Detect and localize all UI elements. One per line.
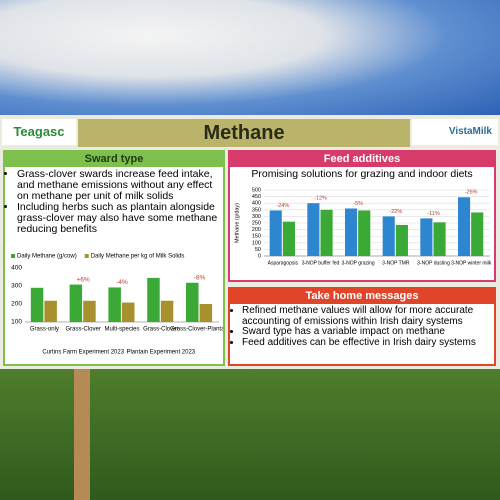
bar xyxy=(471,212,484,256)
annotation: -24% xyxy=(276,203,289,209)
bar xyxy=(122,302,135,322)
bar xyxy=(44,300,57,322)
y-tick-label: 500 xyxy=(252,187,261,193)
take-home-panel: Take home messages Refined methane value… xyxy=(228,287,496,366)
y-tick-label: 400 xyxy=(11,265,22,272)
bar xyxy=(344,208,358,256)
annotation: -26% xyxy=(465,190,478,196)
y-tick-label: 100 xyxy=(11,319,22,326)
subtitle: Promising solutions for grazing and indo… xyxy=(251,168,473,180)
x-tick-label: Grass-Clover xyxy=(143,327,178,333)
y-tick-label: 250 xyxy=(252,220,261,226)
x-tick-label: 3-NOP dusting xyxy=(417,260,450,266)
post xyxy=(74,368,90,500)
bar xyxy=(147,277,160,322)
legend-swatch xyxy=(84,254,89,258)
sward-panel: Sward type Grass-clover swards increase … xyxy=(3,150,225,366)
legend-label: Control xyxy=(436,180,452,181)
logo-right: VistaMilk xyxy=(412,119,498,145)
x-tick-label: Asparagopsis xyxy=(268,260,299,266)
bar xyxy=(307,203,320,256)
y-tick-label: 100 xyxy=(252,240,261,246)
bullet: Sward type has a variable impact on meth… xyxy=(242,326,494,338)
chart: 100 200 300 400 Grass-only Grass-Clover +6% Mul… xyxy=(11,254,223,356)
heading: Sward type xyxy=(5,152,223,167)
annotation: -5% xyxy=(353,201,363,207)
x-tick-label: Multi-species xyxy=(104,327,139,333)
y-tick-label: 300 xyxy=(252,214,261,220)
bar xyxy=(108,287,121,322)
legend-label: Daily Methane per kg of Milk Solids xyxy=(91,254,185,260)
bar xyxy=(199,304,213,322)
y-tick-label: 300 xyxy=(11,283,22,290)
y-tick-label: 200 xyxy=(252,227,261,233)
bar xyxy=(282,221,295,256)
heading: Take home messages xyxy=(230,289,494,304)
bar xyxy=(269,210,282,256)
bar xyxy=(382,216,395,256)
x-tick-label: 3-NOP grazing xyxy=(342,260,375,266)
y-tick-label: 450 xyxy=(252,194,261,200)
bullets: Refined methane values will allow for mo… xyxy=(230,305,494,349)
legend-swatch xyxy=(11,254,15,258)
annotation: -8% xyxy=(194,274,206,281)
annotation: -11% xyxy=(427,211,440,217)
bullet: Grass-clover swards increase feed intake… xyxy=(17,168,223,202)
legend-label: Daily Methane (g/cow) xyxy=(17,254,77,260)
legend-label: Treatment xyxy=(466,180,489,181)
x-tick-label: Grass-Clover-Plantain xyxy=(170,327,223,333)
annotation: +6% xyxy=(77,276,90,283)
x-tick-label: 3-NOP buffer fed xyxy=(302,260,340,266)
bar xyxy=(358,210,371,256)
group-label: Plantain Experiment 2023 xyxy=(126,350,195,356)
bar xyxy=(30,287,44,322)
bar xyxy=(420,218,433,256)
x-tick-label: 3-NOP TMR xyxy=(382,260,410,266)
annotation: -4% xyxy=(116,279,128,286)
feed-panel: Feed additives Promising solutions for g… xyxy=(228,150,496,282)
bar xyxy=(457,197,471,256)
y-tick-label: 0 xyxy=(258,253,261,259)
bar xyxy=(83,300,96,322)
bar xyxy=(433,222,446,256)
logo-left: Teagasc xyxy=(2,119,76,145)
bullet: Refined methane values will allow for mo… xyxy=(242,305,494,327)
bar xyxy=(160,300,174,322)
annotation: -22% xyxy=(389,209,402,215)
bullet: Feed additives can be effective in Irish… xyxy=(242,337,494,349)
bullets: Grass-clover swards increase feed intake… xyxy=(5,168,223,235)
bar xyxy=(395,224,408,256)
bullet: Including herbs such as plantain alongsi… xyxy=(17,202,223,235)
bar xyxy=(186,282,199,322)
y-tick-label: 50 xyxy=(255,247,261,253)
y-tick-label: 350 xyxy=(252,207,261,213)
annotation: -12% xyxy=(314,196,327,202)
y-tick-label: 400 xyxy=(252,201,261,207)
x-tick-label: Grass-only xyxy=(30,327,59,333)
y-tick-label: 200 xyxy=(11,301,22,308)
title: Methane xyxy=(78,119,410,147)
bar xyxy=(69,284,83,322)
sky xyxy=(0,0,500,118)
y-tick-label: 150 xyxy=(252,234,261,240)
group-label: Curtins Farm Experiment 2023 xyxy=(42,350,124,356)
x-tick-label: Grass-Clover xyxy=(66,327,101,333)
heading: Feed additives xyxy=(230,152,494,167)
y-axis-label: Methane (g/day) xyxy=(234,203,240,243)
bar xyxy=(320,209,333,256)
x-tick-label: 3-NOP winter milk xyxy=(451,260,492,266)
